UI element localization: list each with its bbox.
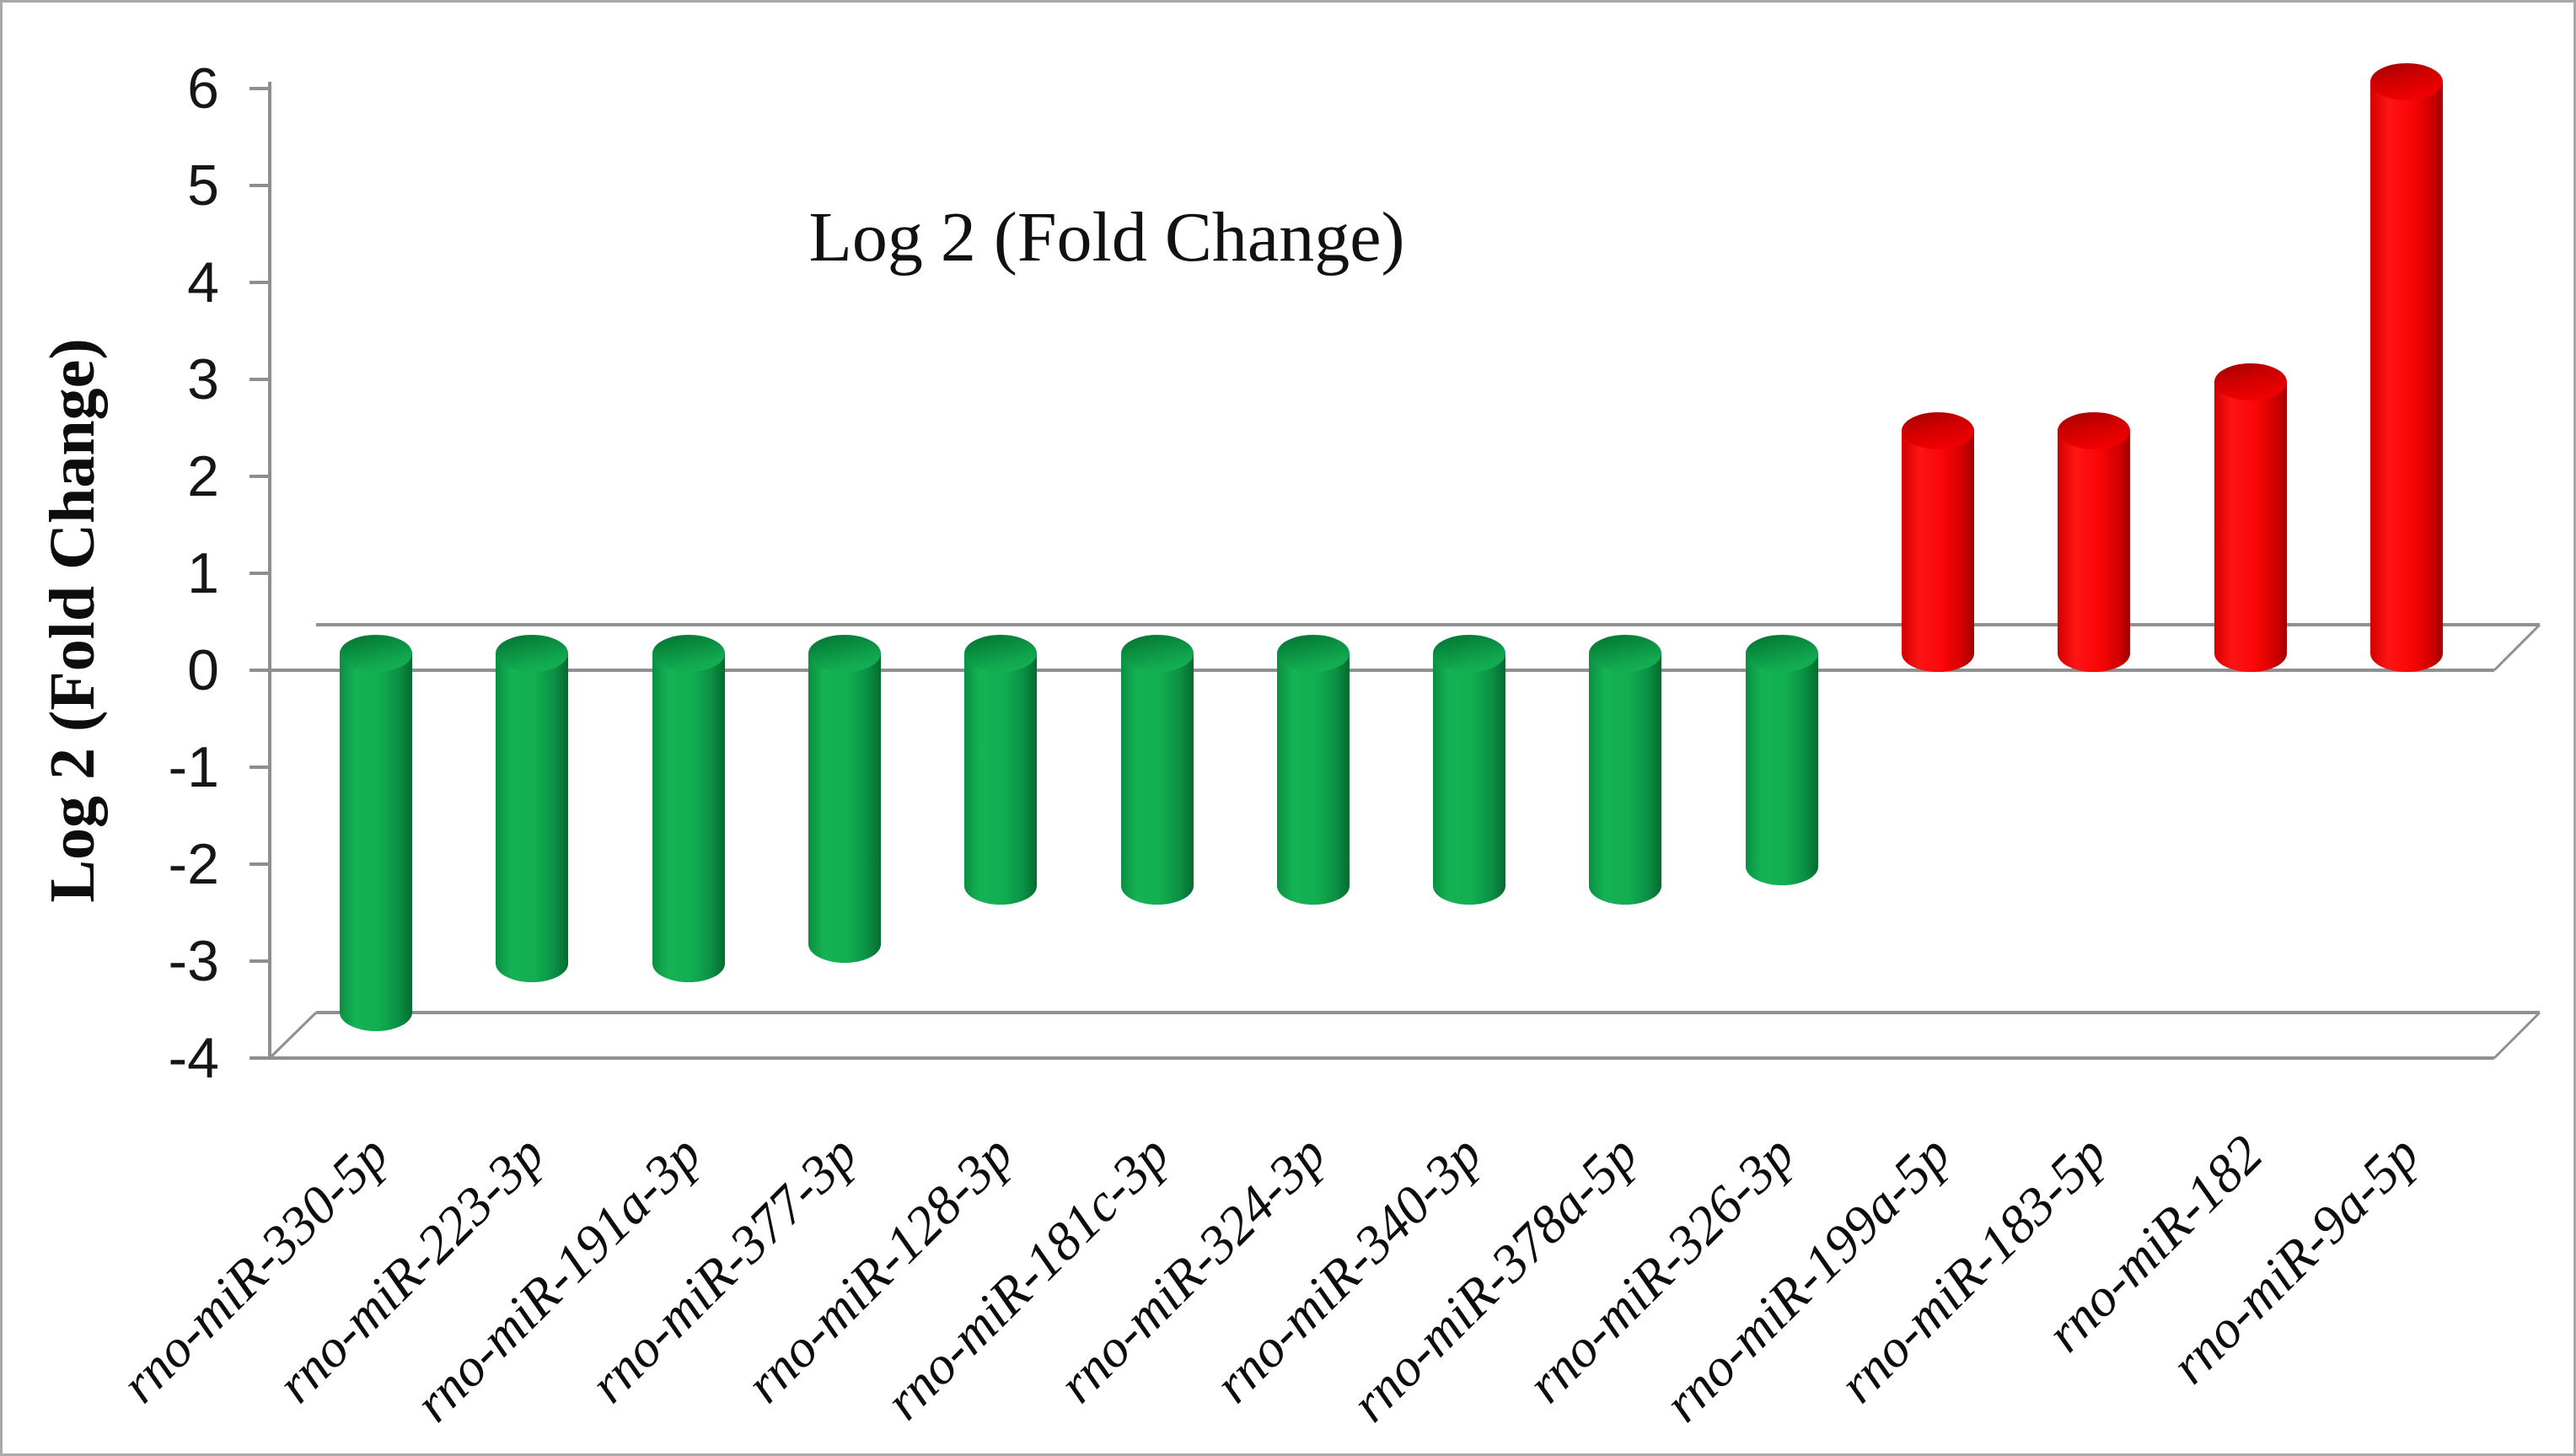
bar-cylinder-rno-miR-9a-5p <box>2369 62 2443 672</box>
cylinder-top-face <box>1589 635 1662 672</box>
bar-cylinder-rno-miR-128-3p <box>964 635 1038 905</box>
cylinder-top-face <box>1433 635 1506 672</box>
cylinder-top-face <box>652 635 725 672</box>
bar-cylinder-rno-miR-181c-3p <box>1120 635 1194 905</box>
bar-cylinder-rno-miR-191a-3p <box>652 635 725 982</box>
cylinder-top-face <box>808 635 881 672</box>
bar-cylinder-rno-miR-340-3p <box>1433 635 1506 905</box>
floor-left-edge <box>268 1011 318 1060</box>
cylinder-shaft <box>2369 81 2443 672</box>
bar-cylinder-rno-miR-183-5p <box>2058 411 2131 672</box>
cylinder-shaft <box>1120 653 1194 905</box>
bar-cylinder-rno-miR-326-3p <box>1745 635 1818 885</box>
cylinder-shaft <box>2058 430 2131 672</box>
floor-right-edge <box>2493 1011 2541 1060</box>
bar-cylinder-rno-miR-182 <box>2214 363 2287 672</box>
cylinder-top-face <box>2369 62 2443 100</box>
cylinder-shaft <box>496 653 569 982</box>
cylinder-top-face <box>1745 635 1818 672</box>
cylinder-shaft <box>652 653 725 982</box>
cylinder-shaft <box>2214 382 2287 672</box>
cylinder-top-face <box>964 635 1038 672</box>
bars-layer <box>3 3 2573 1453</box>
cylinder-shaft <box>1433 653 1506 905</box>
cylinder-shaft <box>808 653 881 963</box>
cylinder-top-face <box>2214 363 2287 400</box>
zero-plane-right-edge <box>2493 623 2541 672</box>
bar-cylinder-rno-miR-378a-5p <box>1589 635 1662 905</box>
cylinder-top-face <box>496 635 569 672</box>
cylinder-shaft <box>1745 653 1818 885</box>
bar-cylinder-rno-miR-199a-5p <box>1902 411 1974 672</box>
cylinder-top-face <box>1120 635 1194 672</box>
cylinder-shaft <box>1902 430 1974 672</box>
cylinder-top-face <box>1276 635 1350 672</box>
cylinder-shaft <box>964 653 1038 905</box>
bar-cylinder-rno-miR-324-3p <box>1276 635 1350 905</box>
bar-cylinder-rno-miR-330-5p <box>340 635 412 1031</box>
bar-cylinder-rno-miR-377-3p <box>808 635 881 963</box>
axes-and-gridlines <box>250 82 2541 1060</box>
cylinder-top-face <box>340 635 412 672</box>
cylinder-top-face <box>1902 411 1974 449</box>
cylinder-top-face <box>2058 411 2131 449</box>
cylinder-shaft <box>1589 653 1662 905</box>
cylinder-shaft <box>1276 653 1350 905</box>
bar-cylinder-rno-miR-223-3p <box>496 635 569 982</box>
cylinder-shaft <box>340 653 412 1031</box>
